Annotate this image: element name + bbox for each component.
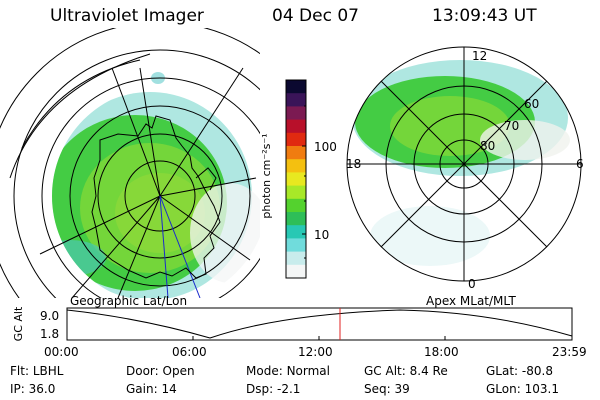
colorbar-unit-label: photon cm⁻²s⁻¹	[260, 133, 273, 218]
info-gain: Gain: 14	[126, 382, 177, 396]
colorbar-segment	[286, 185, 306, 200]
info-dsp: Dsp: -2.1	[246, 382, 301, 396]
info-mode: Mode: Normal	[246, 364, 330, 378]
timeline-xtick-0: 00:00	[44, 345, 79, 359]
colorbar-segment	[286, 264, 306, 279]
magnetic-panel-label: Apex MLat/MLT	[426, 294, 516, 308]
timeline-xtick-1: 06:00	[172, 345, 207, 359]
image-time: 13:09:43 UT	[432, 6, 537, 26]
mlt-label-18: 18	[346, 157, 361, 171]
info-flt: Flt: LBHL	[10, 364, 64, 378]
info-ip: IP: 36.0	[10, 382, 56, 396]
instrument-title: Ultraviolet Imager	[50, 6, 204, 26]
colorbar-segment	[286, 119, 306, 134]
altitude-timeline-plot: GC Alt 9.0 1.8	[12, 306, 573, 341]
colorbar-segment	[286, 238, 306, 253]
mlt-label-12: 12	[472, 49, 487, 63]
timeline-xtick-3: 18:00	[424, 345, 459, 359]
colorbar-segment	[286, 251, 306, 266]
timeline-xtick-4: 23:59	[552, 345, 587, 359]
geographic-polar-plot	[0, 28, 260, 298]
colorbar-segment	[286, 132, 306, 147]
info-door: Door: Open	[126, 364, 195, 378]
colorbar-segment	[286, 198, 306, 213]
info-gc-alt: GC Alt: 8.4 Re	[364, 364, 448, 378]
colorbar-segment	[286, 146, 306, 160]
info-seq: Seq: 39	[364, 382, 410, 396]
magnetic-polar-plot: 12 18 6 0 60 70 80	[346, 46, 584, 291]
mlat-label-80: 80	[480, 139, 495, 153]
colorbar-segment	[286, 225, 306, 239]
info-glat: GLat: -80.8	[486, 364, 553, 378]
colorbar-segment	[286, 159, 306, 173]
mlt-label-6: 6	[576, 157, 584, 171]
timeline-ytick-max: 9.0	[40, 309, 59, 323]
colorbar-segment	[286, 80, 306, 94]
colorbar-tick-100: 100	[314, 140, 337, 154]
colorbar-segment	[286, 212, 306, 226]
timeline-ylabel: GC Alt	[12, 306, 25, 341]
intensity-colorbar: photon cm⁻²s⁻¹	[260, 79, 307, 279]
info-glon: GLon: 103.1	[486, 382, 559, 396]
timeline-ytick-min: 1.8	[40, 327, 59, 341]
image-date: 04 Dec 07	[272, 6, 359, 26]
mlat-label-70: 70	[504, 119, 519, 133]
colorbar-segment	[286, 93, 306, 107]
mlat-label-60: 60	[524, 97, 539, 111]
colorbar-segment	[286, 172, 306, 187]
colorbar-segment	[286, 106, 306, 121]
timeline-xtick-2: 12:00	[298, 345, 333, 359]
geographic-panel-label: Geographic Lat/Lon	[70, 294, 188, 308]
mlt-label-0: 0	[468, 277, 476, 291]
colorbar-tick-10: 10	[314, 228, 330, 242]
